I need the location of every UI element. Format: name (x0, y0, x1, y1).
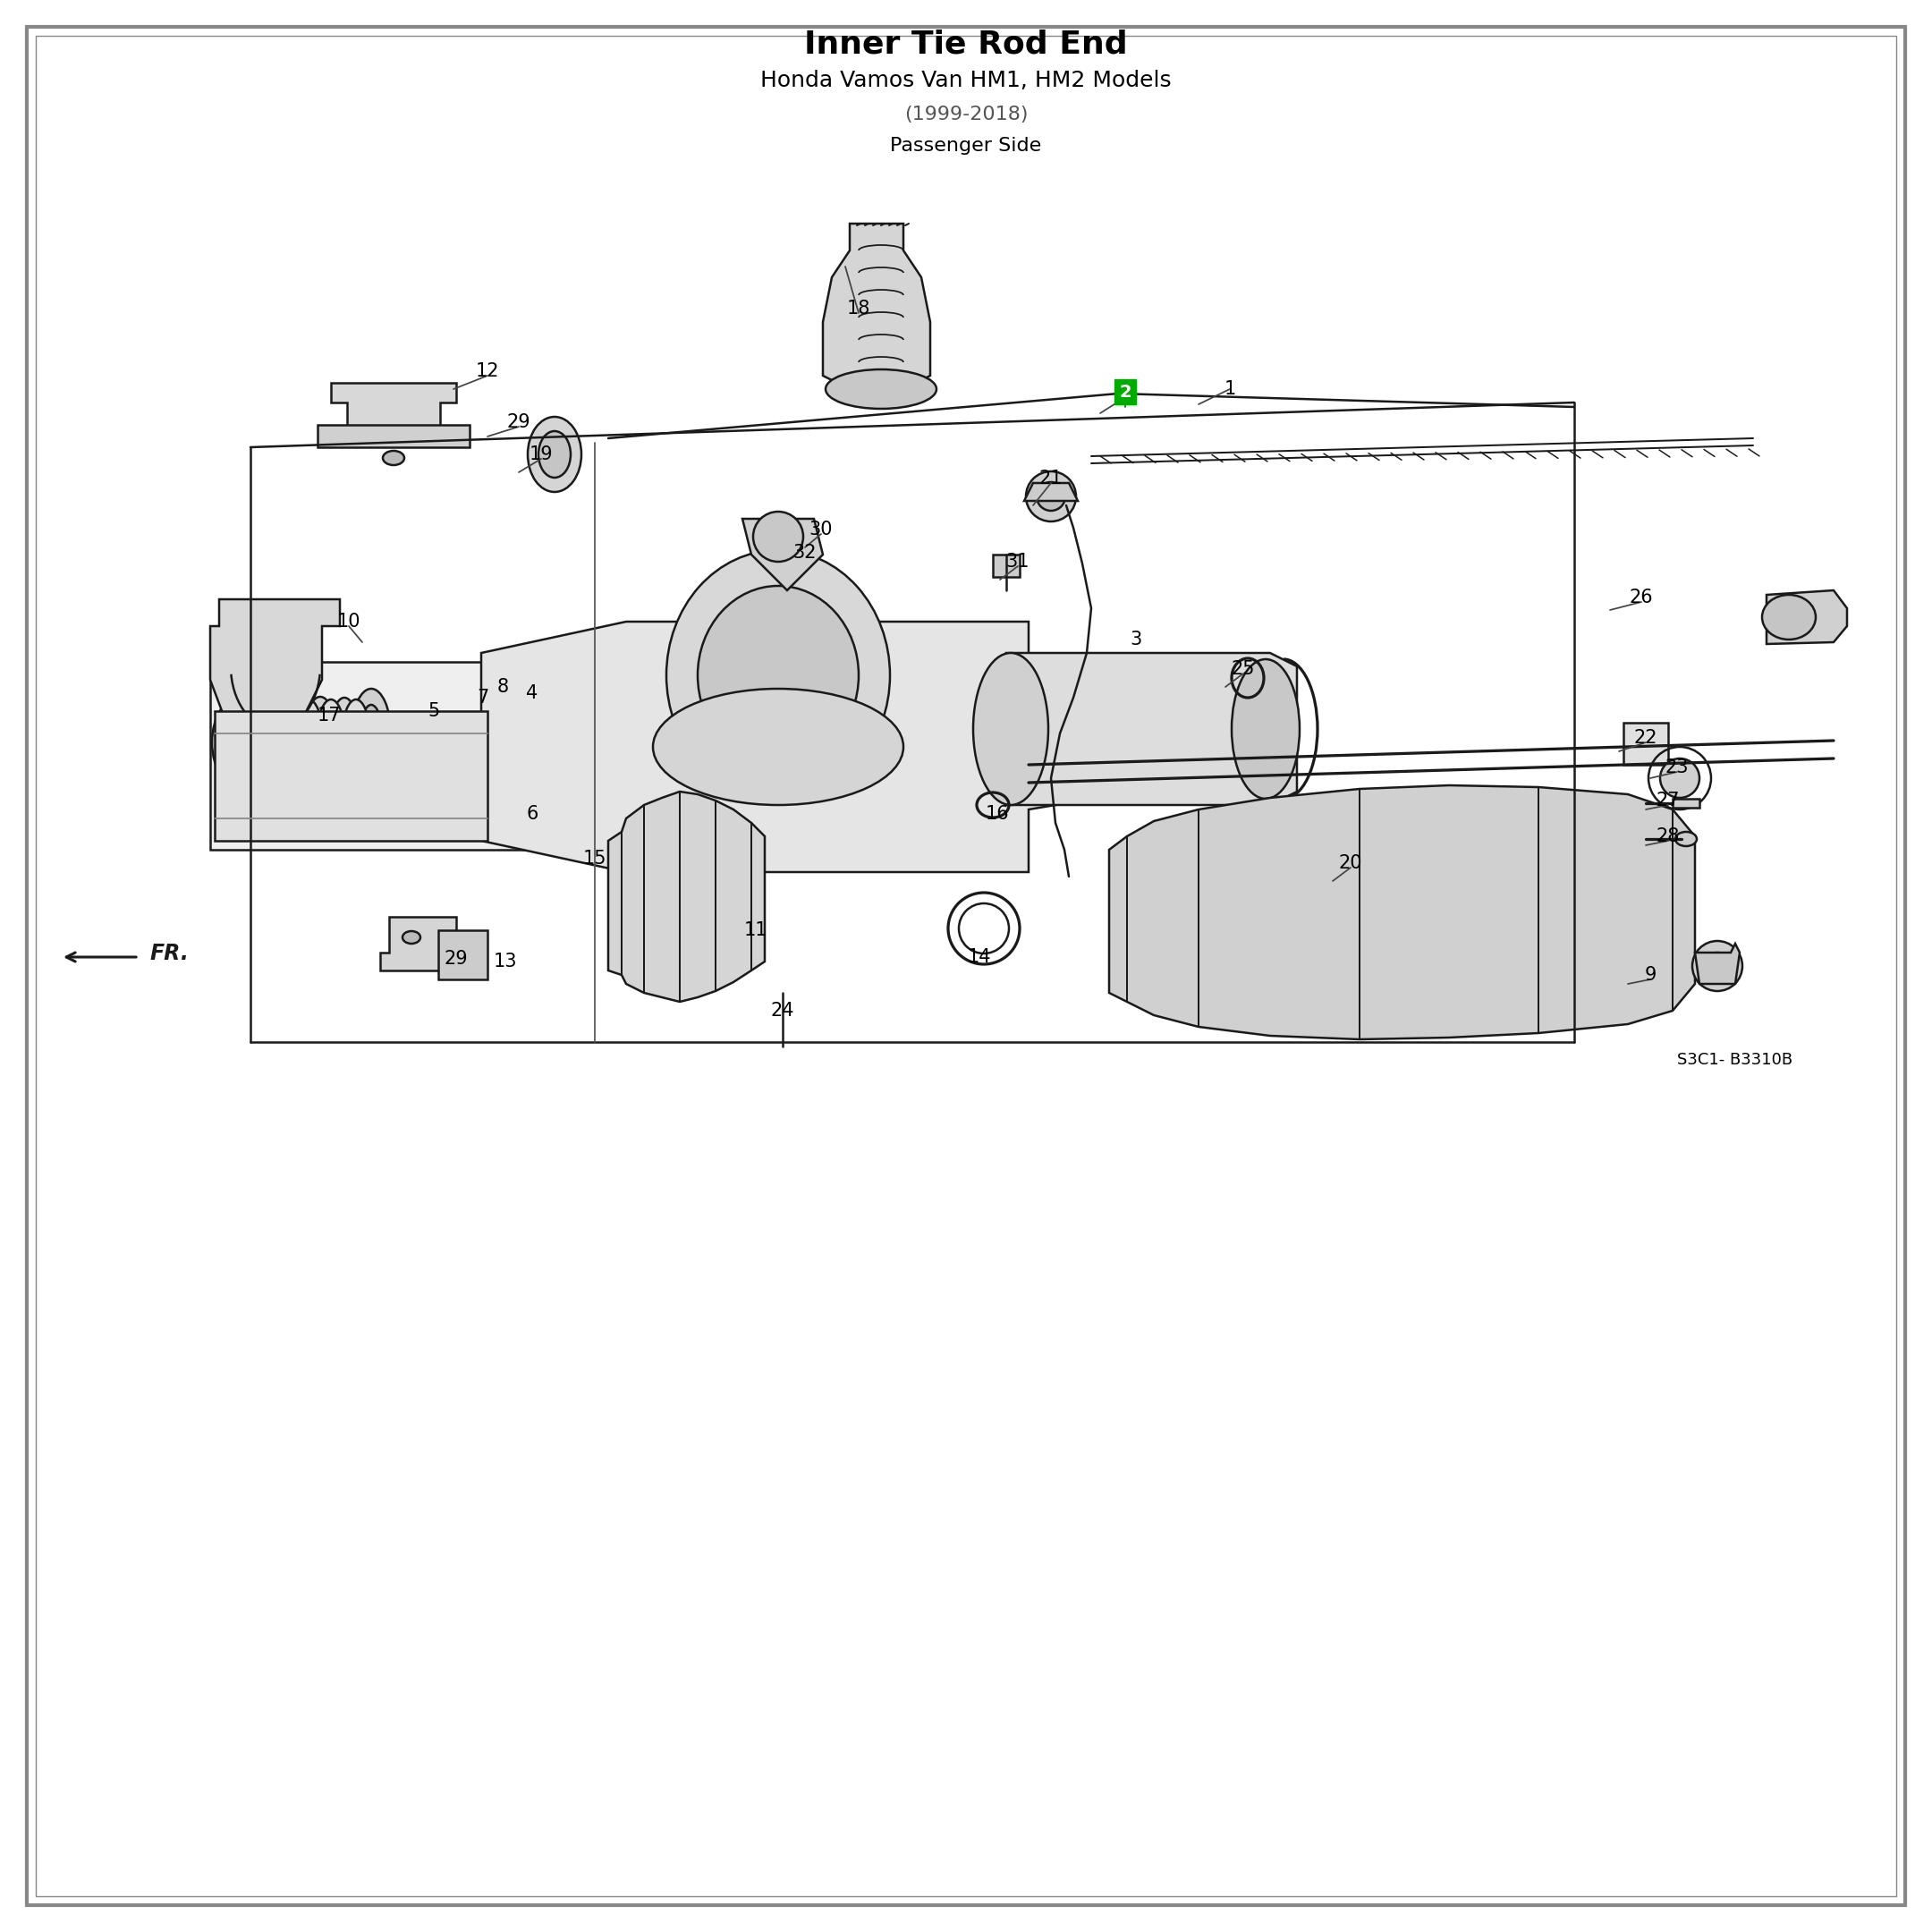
Polygon shape (1007, 653, 1296, 806)
Text: 10: 10 (336, 612, 361, 630)
Ellipse shape (342, 699, 369, 767)
Polygon shape (214, 711, 487, 840)
Ellipse shape (825, 369, 937, 410)
Text: 27: 27 (1656, 792, 1681, 810)
Ellipse shape (527, 417, 582, 493)
Ellipse shape (383, 450, 404, 466)
Text: 21: 21 (1039, 469, 1063, 487)
Polygon shape (742, 520, 823, 591)
Polygon shape (823, 224, 929, 394)
Text: 9: 9 (1644, 966, 1656, 983)
Text: 12: 12 (475, 363, 498, 381)
Polygon shape (1109, 784, 1694, 1039)
Text: 11: 11 (744, 922, 767, 939)
Polygon shape (1766, 591, 1847, 643)
Ellipse shape (753, 512, 804, 562)
Ellipse shape (1233, 659, 1300, 798)
Ellipse shape (303, 697, 336, 775)
Text: 31: 31 (1007, 553, 1030, 570)
Text: 5: 5 (427, 701, 440, 721)
Ellipse shape (1675, 833, 1696, 846)
Polygon shape (1024, 483, 1078, 500)
Text: 30: 30 (810, 520, 833, 539)
Ellipse shape (653, 688, 904, 806)
Polygon shape (381, 918, 466, 970)
Text: 3: 3 (1130, 630, 1142, 649)
Ellipse shape (1704, 952, 1731, 980)
Text: Honda Vamos Van HM1, HM2 Models: Honda Vamos Van HM1, HM2 Models (761, 70, 1171, 91)
Text: 22: 22 (1634, 728, 1658, 748)
Text: FR.: FR. (151, 943, 189, 964)
Ellipse shape (1762, 595, 1816, 639)
Text: 13: 13 (493, 952, 518, 970)
Polygon shape (317, 425, 469, 446)
Text: 16: 16 (985, 806, 1009, 823)
Ellipse shape (1692, 941, 1743, 991)
Text: 23: 23 (1665, 759, 1689, 777)
Text: 1: 1 (1225, 381, 1236, 398)
Ellipse shape (226, 711, 267, 773)
Polygon shape (211, 663, 554, 850)
Text: 29: 29 (506, 413, 531, 431)
Polygon shape (1623, 723, 1667, 765)
Ellipse shape (539, 431, 570, 477)
Text: Inner Tie Rod End: Inner Tie Rod End (804, 29, 1128, 60)
Ellipse shape (272, 697, 309, 784)
Polygon shape (439, 929, 487, 980)
Text: 26: 26 (1629, 589, 1654, 607)
Text: 20: 20 (1339, 854, 1362, 871)
Text: 17: 17 (317, 707, 342, 724)
Polygon shape (330, 383, 456, 429)
Ellipse shape (296, 699, 323, 767)
Ellipse shape (402, 931, 421, 943)
Polygon shape (1694, 943, 1739, 983)
Ellipse shape (330, 697, 359, 773)
Text: 25: 25 (1231, 661, 1256, 678)
Text: 18: 18 (846, 299, 871, 317)
Text: 7: 7 (477, 688, 489, 707)
Text: 15: 15 (583, 850, 607, 867)
Ellipse shape (282, 715, 299, 765)
Text: 6: 6 (526, 806, 539, 823)
Text: 32: 32 (794, 543, 817, 562)
Polygon shape (1673, 798, 1700, 808)
Text: 28: 28 (1656, 827, 1681, 846)
Ellipse shape (1660, 759, 1700, 798)
Polygon shape (993, 554, 1020, 578)
Text: (1999-2018): (1999-2018) (904, 106, 1028, 124)
Ellipse shape (361, 705, 383, 761)
Ellipse shape (1037, 483, 1065, 510)
Text: Passenger Side: Passenger Side (891, 137, 1041, 155)
Text: 2: 2 (1119, 383, 1132, 400)
Ellipse shape (352, 688, 390, 779)
Ellipse shape (317, 699, 344, 767)
Ellipse shape (213, 694, 280, 792)
Text: 19: 19 (529, 446, 553, 464)
Polygon shape (609, 792, 765, 1003)
Polygon shape (211, 599, 340, 734)
Polygon shape (481, 622, 1055, 871)
Ellipse shape (667, 551, 891, 800)
Ellipse shape (697, 585, 858, 765)
Text: 14: 14 (968, 949, 991, 966)
Text: 24: 24 (771, 1003, 794, 1020)
Ellipse shape (974, 653, 1049, 806)
Text: 29: 29 (444, 951, 468, 968)
Text: 8: 8 (497, 678, 508, 696)
Ellipse shape (1026, 471, 1076, 522)
Text: S3C1- B3310B: S3C1- B3310B (1677, 1051, 1793, 1068)
Text: 4: 4 (526, 684, 539, 701)
